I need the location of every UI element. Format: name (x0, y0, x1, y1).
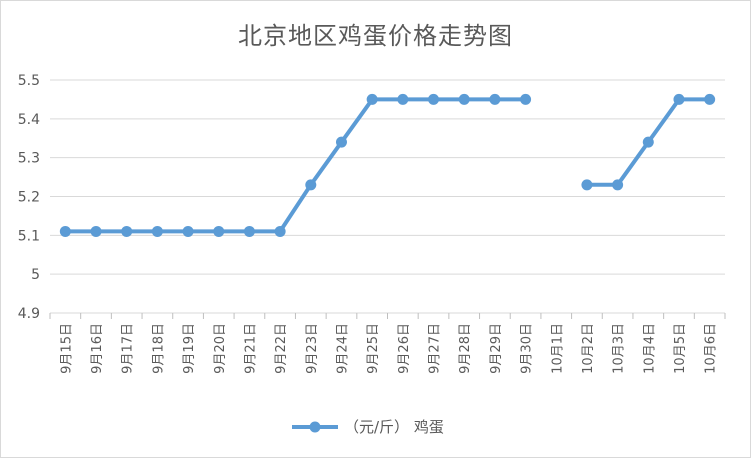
data-point (612, 179, 624, 191)
x-tick-label: 9月29日 (489, 323, 504, 374)
legend: （元/斤） 鸡蛋 (292, 418, 444, 436)
x-tick-label: 10月3日 (612, 323, 627, 374)
x-tick-label: 9月28日 (458, 323, 473, 374)
x-tick-label: 10月2日 (581, 323, 596, 374)
data-point (274, 225, 286, 237)
x-tick-label: 9月16日 (90, 323, 105, 374)
grid-lines (50, 79, 725, 314)
y-tick-label: 4.9 (18, 306, 40, 322)
data-point (90, 225, 102, 237)
x-tick-label: 10月4日 (642, 323, 657, 374)
data-point (121, 225, 133, 237)
x-tick-label: 10月6日 (704, 323, 719, 374)
y-tick-label: 5.1 (18, 228, 40, 244)
data-point (151, 225, 163, 237)
data-point (59, 225, 71, 237)
x-tick-label: 9月21日 (243, 323, 258, 374)
data-point (458, 93, 470, 105)
x-tick-label: 9月24日 (335, 323, 350, 374)
data-point (397, 93, 409, 105)
data-point (581, 179, 593, 191)
x-tick-label: 9月19日 (182, 323, 197, 374)
x-tick-label: 10月5日 (673, 323, 688, 374)
y-tick-label: 5.3 (18, 151, 40, 167)
data-point (335, 136, 347, 148)
x-tick-label: 9月17日 (121, 323, 136, 374)
series-layer (59, 93, 716, 237)
y-tick-label: 5.4 (18, 112, 40, 128)
data-point (366, 93, 378, 105)
data-point (704, 93, 716, 105)
x-tick-label: 9月23日 (305, 323, 320, 374)
legend-point-marker (309, 421, 321, 433)
data-point (642, 136, 654, 148)
data-point (489, 93, 501, 105)
y-tick-label: 5 (31, 267, 40, 283)
y-tick-label: 5.5 (18, 73, 40, 89)
x-tick-label: 9月30日 (520, 323, 535, 374)
x-tick-label: 10月1日 (550, 323, 565, 374)
x-tick-label: 9月18日 (151, 323, 166, 374)
x-axis: 9月15日 9月16日 9月17日 9月18日 9月19日 9月20日 9月21日 9月22日… (49, 313, 726, 374)
x-tick-label: 9月26日 (397, 323, 412, 374)
data-point (243, 225, 255, 237)
data-point (428, 93, 440, 105)
x-tick-label: 9月27日 (428, 323, 443, 374)
chart-title: 北京地区鸡蛋价格走势图 (238, 22, 513, 50)
x-tick-label: 9月15日 (59, 323, 74, 374)
data-point (182, 225, 194, 237)
data-point (673, 93, 685, 105)
data-point (520, 93, 532, 105)
y-tick-label: 5.2 (18, 190, 40, 206)
y-axis: 4.9 5 5.1 5.2 5.3 5.4 5.5 (18, 73, 40, 322)
x-tick-label: 9月25日 (366, 323, 381, 374)
x-tick-label: 9月22日 (274, 323, 289, 374)
data-point (305, 179, 317, 191)
data-point (213, 225, 225, 237)
legend-label: （元/斤） 鸡蛋 (344, 418, 444, 436)
x-tick-label: 9月20日 (213, 323, 228, 374)
